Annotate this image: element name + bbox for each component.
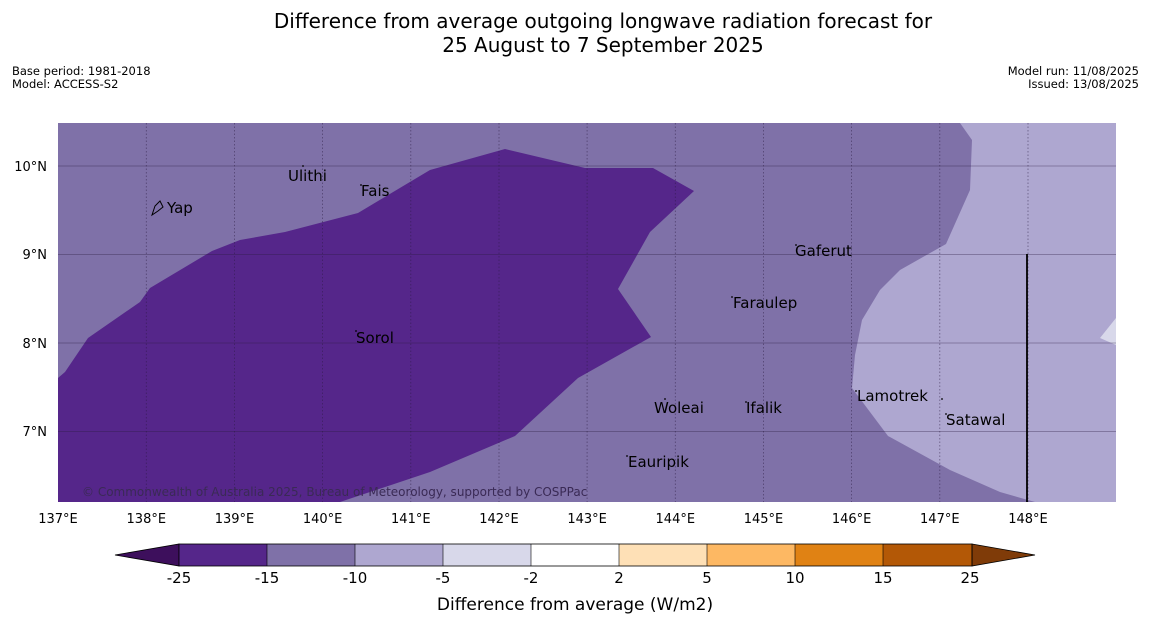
colorbar-ticks: -25 -15 -10 -5 -2 2 5 10 15 25 (167, 569, 980, 587)
place-label: Sorol (356, 329, 394, 347)
place-label: Ulithi (288, 167, 327, 185)
lon-label: 141°E (391, 512, 431, 527)
colorbar-swatch (355, 544, 443, 566)
colorbar-tick: -5 (436, 569, 451, 587)
lon-label: 145°E (744, 512, 784, 527)
title-line-2: 25 August to 7 September 2025 (442, 33, 764, 57)
lat-label: 10°N (14, 160, 47, 175)
colorbar-swatch (795, 544, 883, 566)
colorbar-high-extend (971, 543, 1036, 567)
colorbar-swatch (179, 544, 267, 566)
run-info: Model run: 11/08/2025 Issued: 13/08/2025 (1008, 65, 1139, 91)
base-period-text: Base period: 1981-2018 (12, 64, 151, 78)
lat-labels: 10°N 9°N 8°N 7°N (14, 160, 47, 440)
place-label: Faraulep (733, 294, 797, 312)
band-dark-purple (58, 149, 694, 502)
model-text: Model: ACCESS-S2 (12, 77, 119, 91)
gridlines (145, 123, 1029, 502)
place-label: Ifalik (746, 399, 782, 417)
lon-label: 138°E (127, 512, 167, 527)
colorbar-swatch (443, 544, 531, 566)
issued-text: Issued: 13/08/2025 (1028, 77, 1139, 91)
base-info: Base period: 1981-2018 Model: ACCESS-S2 (12, 65, 151, 91)
colorbar-swatch (619, 544, 707, 566)
place-label: Satawal (946, 411, 1005, 429)
band-lightest (1100, 318, 1116, 345)
colorbar-swatch (531, 544, 619, 566)
colorbar-low-extend (114, 543, 180, 567)
yap-island-shape (151, 200, 164, 217)
colorbar-swatch (883, 544, 972, 566)
colorbar-tick: 10 (785, 569, 804, 587)
lat-label: 8°N (23, 337, 48, 352)
lon-label: 142°E (479, 512, 519, 527)
colorbar-tick: 5 (702, 569, 712, 587)
lon-label: 148°E (1008, 512, 1048, 527)
lon-label: 143°E (567, 512, 607, 527)
lon-label: 144°E (656, 512, 696, 527)
lat-gridlines (58, 165, 1116, 432)
colorbar-tick: 2 (614, 569, 624, 587)
place-labels: Yap Ulithi Fais Sorol Gaferut Faraulep W… (166, 167, 1005, 471)
colorbar-label: Difference from average (W/m2) (437, 595, 713, 615)
chart-title: Difference from average outgoing longwav… (0, 9, 1150, 57)
copyright-text: © Commonwealth of Australia 2025, Bureau… (82, 485, 587, 499)
colorbar-tick: -2 (524, 569, 539, 587)
colorbar-swatch (707, 544, 795, 566)
lon-label: 137°E (38, 512, 78, 527)
lon-label: 146°E (832, 512, 872, 527)
lon-label: 140°E (303, 512, 343, 527)
island-dots (302, 165, 947, 457)
band-light-purple (852, 123, 1116, 502)
place-label: Gaferut (795, 242, 852, 260)
colorbar-tick: 25 (960, 569, 979, 587)
place-label: Yap (166, 199, 193, 217)
colorbar-swatch (267, 544, 355, 566)
lon-labels: 137°E 138°E 139°E 140°E 141°E 142°E 143°… (38, 512, 1048, 527)
colorbar: -25 -15 -10 -5 -2 2 5 10 15 25 Differenc… (114, 543, 1036, 615)
place-label: Lamotrek (857, 387, 928, 405)
lon-label: 147°E (920, 512, 960, 527)
lon-label: 139°E (215, 512, 255, 527)
place-label: Eauripik (628, 453, 689, 471)
title-line-1: Difference from average outgoing longwav… (273, 9, 933, 33)
place-label: Woleai (654, 399, 704, 417)
place-label: Fais (361, 182, 390, 200)
model-run-text: Model run: 11/08/2025 (1007, 64, 1139, 78)
colorbar-tick: -15 (255, 569, 280, 587)
colorbar-tick: -25 (167, 569, 192, 587)
colorbar-tick: 15 (873, 569, 892, 587)
lat-label: 7°N (23, 425, 48, 440)
colorbar-tick: -10 (343, 569, 368, 587)
lat-label: 9°N (23, 248, 48, 263)
